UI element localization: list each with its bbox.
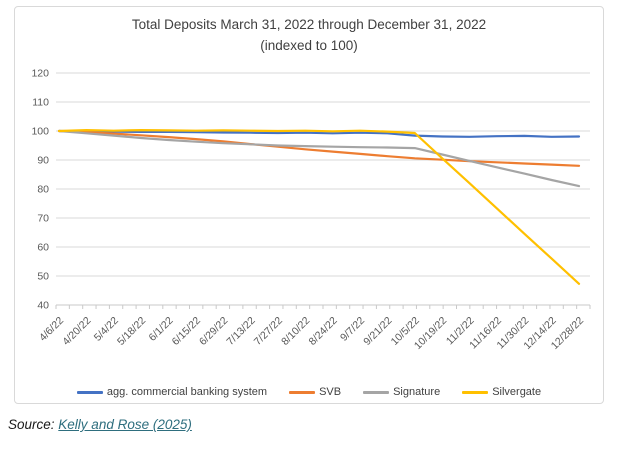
- series-line-1: [57, 129, 581, 167]
- svg-text:110: 110: [32, 97, 49, 109]
- series-line-2: [57, 129, 581, 188]
- x-axis-labels: 4/6/224/20/225/4/225/18/226/1/226/15/226…: [37, 315, 586, 353]
- source-link[interactable]: Kelly and Rose (2025): [58, 417, 192, 432]
- series-line-0: [57, 129, 581, 138]
- svg-text:120: 120: [31, 68, 49, 80]
- svg-text:7/13/22: 7/13/22: [224, 315, 257, 348]
- source-label: Source:: [8, 417, 55, 432]
- svg-text:50: 50: [37, 271, 49, 283]
- svg-text:8/10/22: 8/10/22: [279, 315, 312, 348]
- svg-text:9/21/22: 9/21/22: [361, 315, 394, 348]
- chart-title-line1: Total Deposits March 31, 2022 through De…: [131, 17, 487, 32]
- svg-text:100: 100: [31, 126, 49, 138]
- legend-item-signature: Signature: [363, 386, 440, 398]
- legend-item-svb: SVB: [289, 386, 341, 398]
- svg-text:4/20/22: 4/20/22: [60, 315, 93, 348]
- legend-label: SVB: [319, 386, 342, 398]
- svg-text:40: 40: [37, 300, 49, 312]
- svg-text:6/15/22: 6/15/22: [170, 315, 203, 348]
- legend-item-agg-commercial-banking-system: agg. commercial banking system: [76, 386, 268, 398]
- svg-text:8/24/22: 8/24/22: [307, 315, 340, 348]
- plot-area: 40 50 60 70 80 90 100 110 120 4/6/224/20/225/4/22…: [31, 68, 591, 353]
- svg-text:70: 70: [37, 213, 49, 225]
- chart-title: Total Deposits March 31, 2022 through De…: [15, 14, 603, 56]
- svg-text:90: 90: [37, 155, 49, 167]
- y-axis-labels: 40 50 60 70 80 90 100 110 120: [31, 68, 49, 312]
- svg-text:5/18/22: 5/18/22: [115, 315, 148, 348]
- line-marker-icon: [289, 390, 316, 394]
- x-axis: [55, 304, 591, 309]
- line-marker-icon: [363, 390, 390, 394]
- series-line-3: [57, 128, 581, 285]
- chart-frame: Total Deposits March 31, 2022 through De…: [14, 6, 604, 404]
- line-marker-icon: [76, 390, 103, 394]
- legend-item-silvergate: Silvergate: [462, 386, 541, 398]
- chart-title-line2: (indexed to 100): [260, 38, 358, 53]
- svg-text:7/27/22: 7/27/22: [252, 315, 285, 348]
- chart-legend: agg. commercial banking system SVB Signa…: [15, 386, 603, 398]
- gridlines: [56, 72, 590, 306]
- legend-label: agg. commercial banking system: [106, 386, 268, 398]
- svg-text:60: 60: [37, 242, 49, 254]
- svg-text:6/29/22: 6/29/22: [197, 315, 230, 348]
- legend-label: Signature: [393, 386, 441, 398]
- source-line: Source: Kelly and Rose (2025): [8, 417, 192, 432]
- svg-text:80: 80: [37, 184, 49, 196]
- legend-label: Silvergate: [492, 386, 542, 398]
- line-marker-icon: [462, 390, 489, 394]
